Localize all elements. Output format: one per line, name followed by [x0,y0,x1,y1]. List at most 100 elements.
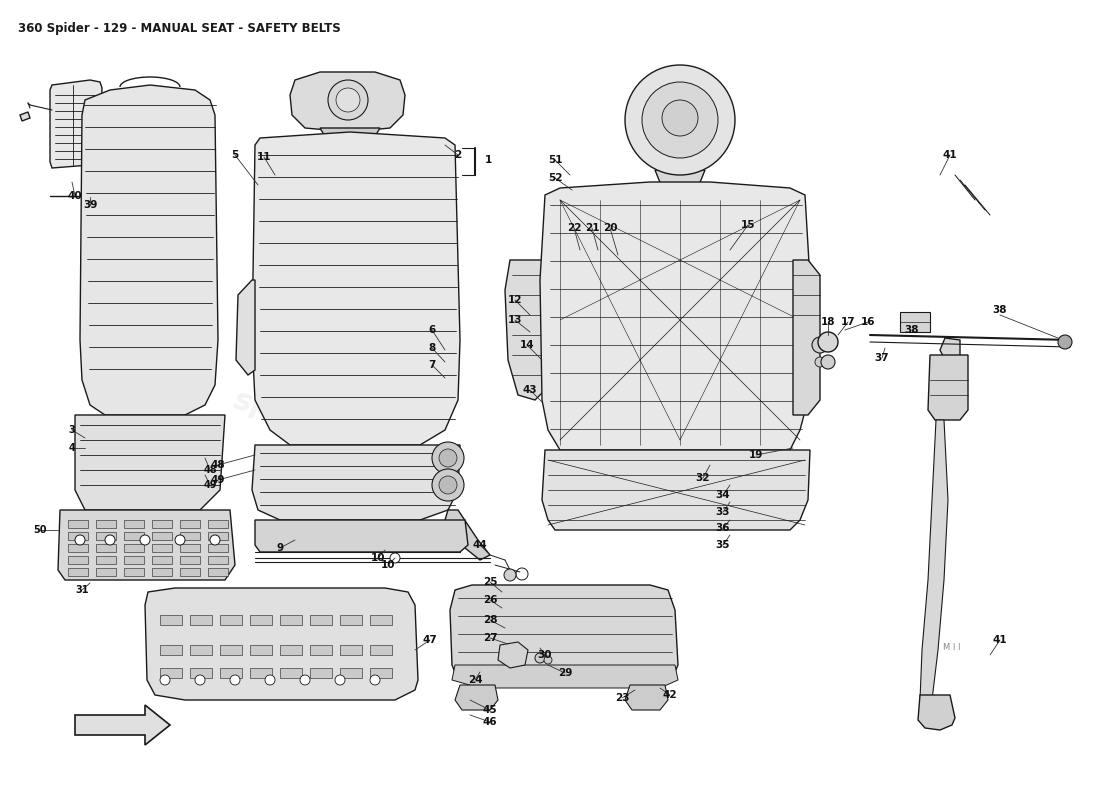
Polygon shape [250,615,272,625]
Text: 47: 47 [422,635,438,645]
Polygon shape [68,556,88,564]
Text: 37: 37 [874,353,889,363]
Polygon shape [370,645,392,655]
Text: 360 Spider - 129 - MANUAL SEAT - SAFETY BELTS: 360 Spider - 129 - MANUAL SEAT - SAFETY … [18,22,341,35]
Polygon shape [250,645,272,655]
Text: 34: 34 [716,490,730,500]
Text: 16: 16 [860,317,876,327]
Polygon shape [190,615,212,625]
Polygon shape [542,450,810,530]
Circle shape [818,332,838,352]
Text: 19: 19 [749,450,763,460]
Text: 36: 36 [716,523,730,533]
Polygon shape [250,668,272,678]
Text: 3: 3 [68,425,76,435]
Text: 46: 46 [483,717,497,727]
Circle shape [625,65,735,175]
Polygon shape [446,510,490,560]
Polygon shape [68,532,88,540]
Text: 11: 11 [256,152,272,162]
Polygon shape [310,645,332,655]
Circle shape [336,88,360,112]
Polygon shape [75,705,170,745]
Polygon shape [152,544,172,552]
Polygon shape [152,532,172,540]
Polygon shape [208,556,228,564]
Text: 41: 41 [943,150,957,160]
Circle shape [210,535,220,545]
Polygon shape [124,532,144,540]
Circle shape [439,449,456,467]
Circle shape [265,675,275,685]
Text: 8: 8 [428,343,436,353]
Polygon shape [58,510,235,580]
Polygon shape [180,532,200,540]
Polygon shape [96,568,115,576]
Polygon shape [180,520,200,528]
Polygon shape [208,532,228,540]
Text: 23: 23 [615,693,629,703]
Text: 25: 25 [483,577,497,587]
Text: 7: 7 [428,360,436,370]
Polygon shape [654,170,705,195]
Text: 1: 1 [484,155,492,165]
Text: 49: 49 [211,475,226,485]
Polygon shape [452,665,678,688]
Polygon shape [280,615,302,625]
Text: 18: 18 [821,317,835,327]
Text: 15: 15 [740,220,756,230]
Text: 13: 13 [508,315,522,325]
Polygon shape [280,668,302,678]
Polygon shape [920,420,948,705]
Text: 14: 14 [519,340,535,350]
Polygon shape [152,556,172,564]
Circle shape [370,675,379,685]
Circle shape [336,675,345,685]
Polygon shape [96,556,115,564]
Polygon shape [80,85,218,415]
Text: 33: 33 [716,507,730,517]
Text: 48: 48 [211,460,226,470]
Text: 51: 51 [548,155,562,165]
Text: 31: 31 [75,585,89,595]
Polygon shape [20,112,30,121]
Circle shape [160,675,170,685]
Polygon shape [50,80,102,168]
Text: 52: 52 [548,173,562,183]
Polygon shape [252,132,460,445]
Polygon shape [124,520,144,528]
Polygon shape [96,520,115,528]
Polygon shape [340,615,362,625]
Polygon shape [340,668,362,678]
Polygon shape [340,645,362,655]
Polygon shape [310,668,332,678]
Polygon shape [320,128,379,145]
Circle shape [230,675,240,685]
Text: 29: 29 [558,668,572,678]
Text: 9: 9 [276,543,284,553]
Polygon shape [236,280,255,375]
Polygon shape [310,615,332,625]
Circle shape [662,100,698,136]
Text: 4: 4 [68,443,76,453]
Polygon shape [940,338,960,360]
Polygon shape [290,72,405,132]
Polygon shape [160,668,182,678]
Text: 24: 24 [468,675,482,685]
Circle shape [140,535,150,545]
Text: 20: 20 [603,223,617,233]
Text: 10: 10 [371,553,385,563]
Polygon shape [280,645,302,655]
Polygon shape [124,556,144,564]
Text: 41: 41 [992,635,1008,645]
Polygon shape [152,568,172,576]
Circle shape [432,442,464,474]
Circle shape [328,80,369,120]
Polygon shape [540,182,810,450]
Text: 22: 22 [566,223,581,233]
Circle shape [75,535,85,545]
Text: 17: 17 [840,317,856,327]
Text: 48: 48 [204,465,217,475]
Circle shape [1058,335,1072,349]
Polygon shape [498,642,528,668]
